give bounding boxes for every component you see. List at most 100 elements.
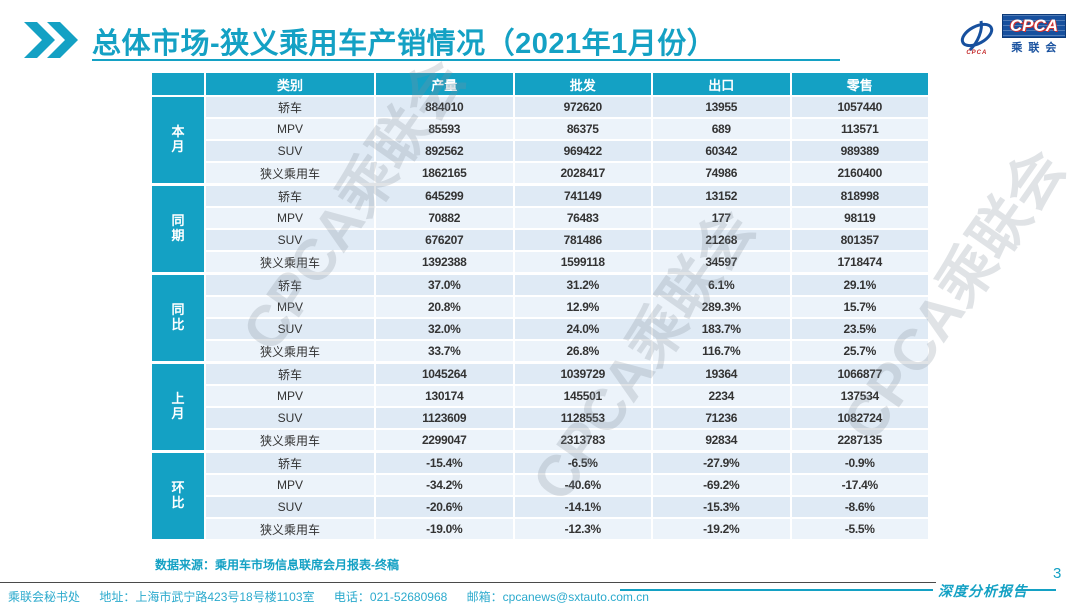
value-cell: 676207 [376,230,513,250]
footer-divider [0,582,936,583]
footer-org: 乘联会秘书处 [8,590,81,604]
value-cell: 892562 [376,141,513,161]
value-cell: 1128553 [514,408,651,428]
value-cell: 32.0% [376,319,513,339]
row-group-label-char: 期 [171,228,185,243]
double-chevron-icon [24,22,78,58]
value-cell: 183.7% [653,319,790,339]
value-cell: 289.3% [653,297,790,317]
value-cell: 1599118 [514,252,651,272]
value-cell: 70882 [376,208,513,228]
value-cell: 2028417 [514,163,651,183]
value-cell: 34597 [653,252,790,272]
value-cell: 86375 [514,119,651,139]
row-group: 环比轿车 -15.4% -6.5% -27.9% -0.9% MPV -34.2% -40.6… [152,453,928,539]
category-cell: 轿车 [206,275,374,295]
value-cell: 13152 [653,186,790,206]
value-cell: 689 [653,119,790,139]
value-cell: -19.2% [653,519,790,539]
value-cell: 85593 [376,119,513,139]
cpca-logo: CPCA CPCA 乘联会 [956,14,1066,56]
value-cell: -14.1% [514,497,651,517]
category-cell: SUV [206,319,374,339]
value-cell: 781486 [514,230,651,250]
logo-text-block: CPCA 乘联会 [1001,14,1066,55]
value-cell: 2313783 [514,430,651,450]
row-group-label: 同比 [152,275,204,361]
value-cell: 113571 [791,119,928,139]
value-cell: 26.8% [514,341,651,361]
value-cell: -27.9% [653,453,790,473]
value-cell: 74986 [653,163,790,183]
footer-contact-info: 乘联会秘书处 地址：上海市武宁路423号18号楼1103室 电话：021-526… [8,588,665,605]
value-cell: 2234 [653,386,790,406]
value-cell: -0.9% [791,453,928,473]
value-cell: 741149 [514,186,651,206]
value-cell: -5.5% [791,519,928,539]
category-cell: 狭义乘用车 [206,163,374,183]
value-cell: 884010 [376,97,513,117]
value-cell: 1123609 [376,408,513,428]
value-cell: 6.1% [653,275,790,295]
value-cell: 71236 [653,408,790,428]
value-cell: -15.3% [653,497,790,517]
value-cell: 2160400 [791,163,928,183]
value-cell: 145501 [514,386,651,406]
row-group-label-char: 比 [171,317,185,332]
table-corner-cell [152,73,204,95]
row-group-label-char: 同 [171,213,185,229]
row-group-label-char: 同 [171,302,185,318]
value-cell: 969422 [514,141,651,161]
category-cell: 轿车 [206,97,374,117]
value-cell: 989389 [791,141,928,161]
column-header: 产量 [376,73,513,95]
value-cell: 1718474 [791,252,928,272]
row-group-label: 上月 [152,364,204,450]
value-cell: 1066877 [791,364,928,384]
logo-emblem-icon [960,20,994,52]
category-cell: 狭义乘用车 [206,519,374,539]
production-sales-table: 类别 产量 批发 出口 零售 本月轿车 884010 972620 13955 1057440 M… [152,73,928,542]
category-cell: MPV [206,119,374,139]
value-cell: 801357 [791,230,928,250]
column-header: 出口 [653,73,790,95]
table-header-row: 类别 产量 批发 出口 零售 [152,73,928,95]
row-group-label: 本月 [152,97,204,183]
row-group: 同比轿车 37.0% 31.2% 6.1% 29.1% MPV 20.8% 12.9% 289.… [152,275,928,361]
logo-emblem-caption: CPCA [966,50,988,56]
row-group-label-char: 上 [171,391,185,407]
category-cell: 轿车 [206,453,374,473]
value-cell: 12.9% [514,297,651,317]
value-cell: -20.6% [376,497,513,517]
category-cell: SUV [206,141,374,161]
row-group-label: 环比 [152,453,204,539]
value-cell: -12.3% [514,519,651,539]
category-cell: 狭义乘用车 [206,430,374,450]
column-header: 零售 [791,73,928,95]
value-cell: -34.2% [376,475,513,495]
value-cell: 1039729 [514,364,651,384]
value-cell: 2287135 [791,430,928,450]
category-cell: 轿车 [206,364,374,384]
logo-box: CPCA [1001,14,1066,38]
category-cell: MPV [206,297,374,317]
value-cell: 177 [653,208,790,228]
footer-email: 邮箱：cpcanews@sxtauto.com.cn [466,590,649,604]
category-cell: 狭义乘用车 [206,341,374,361]
value-cell: 33.7% [376,341,513,361]
value-cell: 92834 [653,430,790,450]
value-cell: 972620 [514,97,651,117]
category-cell: MPV [206,475,374,495]
value-cell: 15.7% [791,297,928,317]
category-cell: SUV [206,408,374,428]
value-cell: 137534 [791,386,928,406]
value-cell: -69.2% [653,475,790,495]
row-group-label-char: 月 [171,406,185,421]
value-cell: 31.2% [514,275,651,295]
footer-accent-line-right [1016,589,1056,591]
row-group-label: 同期 [152,186,204,272]
footer-accent-line-left [620,589,933,591]
row-group-label-char: 本 [171,124,185,140]
value-cell: -15.4% [376,453,513,473]
row-group-label-char: 月 [171,139,185,154]
